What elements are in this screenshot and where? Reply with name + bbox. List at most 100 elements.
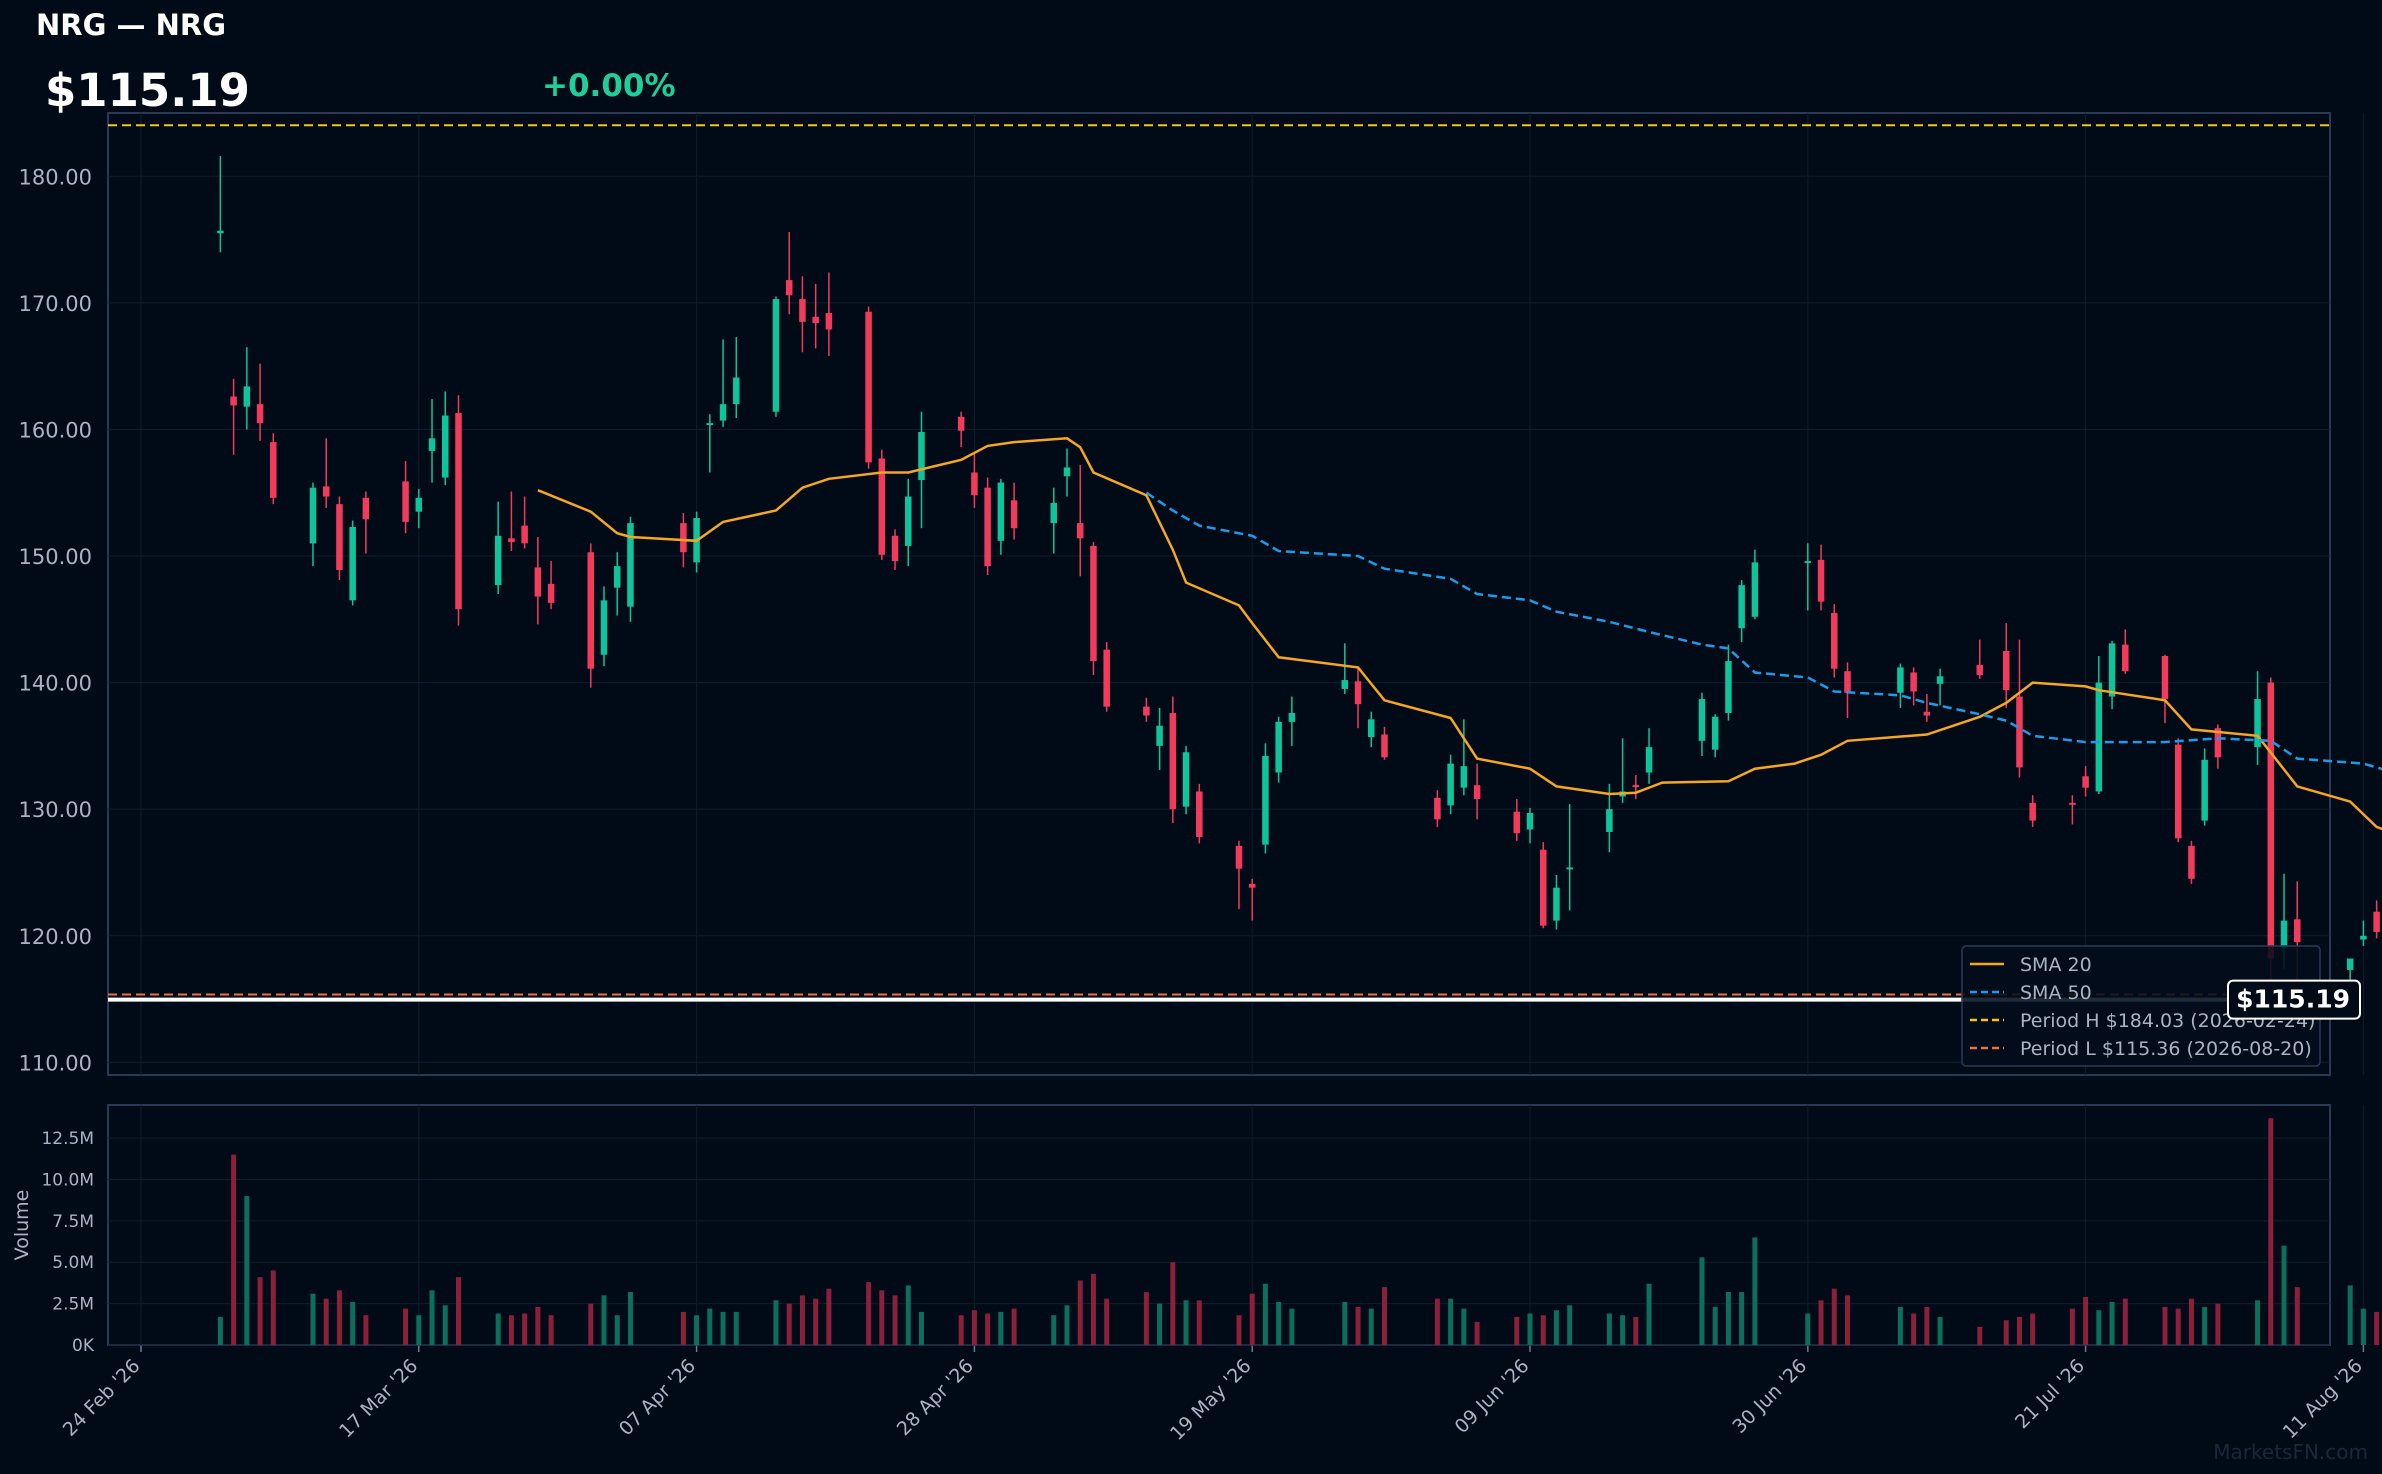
volume-bar xyxy=(1289,1308,1295,1345)
candle-body xyxy=(1090,545,1097,662)
volume-bar xyxy=(455,1277,461,1345)
volume-bar xyxy=(416,1315,422,1345)
volume-bar xyxy=(892,1295,898,1345)
candle-body xyxy=(1936,676,1944,684)
candle-body xyxy=(1513,811,1521,834)
legend-label: Period L $115.36 (2026-08-20) xyxy=(2020,1038,2312,1060)
volume-bar xyxy=(1937,1316,1943,1345)
candle-body xyxy=(1368,719,1375,738)
x-tick-label: 30 Jun '26 xyxy=(1728,1355,1811,1438)
volume-bar xyxy=(1064,1305,1070,1345)
candle-body xyxy=(719,404,727,421)
volume-bar xyxy=(1553,1310,1559,1345)
candle-body xyxy=(878,458,886,555)
volume-panel-frame xyxy=(107,1104,2331,1346)
volume-bar xyxy=(1249,1293,1255,1345)
candle-body xyxy=(1526,812,1534,830)
price-panel-frame xyxy=(107,112,2331,1076)
candle-body xyxy=(1050,502,1058,524)
candle-body xyxy=(1288,712,1296,722)
volume-bar xyxy=(998,1311,1004,1345)
candle-body xyxy=(1632,785,1640,788)
candle-body xyxy=(349,526,356,601)
volume-bar xyxy=(813,1298,819,1345)
candle-body xyxy=(2346,958,2354,970)
candle-body xyxy=(1817,559,1825,602)
candle-body xyxy=(217,230,224,234)
volume-bar xyxy=(879,1290,885,1345)
price-tick-label: 110.00 xyxy=(19,1051,92,1075)
volume-bar xyxy=(1236,1315,1242,1345)
volume-bar xyxy=(1262,1283,1268,1345)
candle-body xyxy=(1910,672,1917,692)
volume-bar xyxy=(866,1282,872,1345)
volume-bar xyxy=(522,1313,528,1345)
candle-body xyxy=(957,416,965,431)
candle-body xyxy=(587,552,595,669)
price-tick-label: 180.00 xyxy=(19,165,92,189)
candle-body xyxy=(2108,643,2116,697)
candle-body xyxy=(2029,802,2036,821)
candle-body xyxy=(2214,728,2222,758)
volume-bar xyxy=(350,1301,356,1345)
candle-body xyxy=(455,412,462,610)
candle-body xyxy=(1804,561,1812,564)
volume-bar xyxy=(1633,1316,1639,1345)
price-tick-label: 160.00 xyxy=(19,418,92,442)
volume-bar xyxy=(1818,1300,1824,1345)
candle-body xyxy=(2174,744,2182,839)
volume-bar xyxy=(2162,1306,2168,1345)
candle-body xyxy=(706,423,714,426)
volume-bar xyxy=(1739,1292,1745,1345)
volume-bar xyxy=(1342,1301,1348,1345)
candle-body xyxy=(997,482,1005,541)
candle-body xyxy=(613,566,621,588)
candle-body xyxy=(1725,661,1732,713)
watermark: MarketsFN.com xyxy=(2213,1440,2368,1464)
volume-bar xyxy=(548,1315,554,1345)
x-tick-label: 11 Aug '26 xyxy=(2279,1355,2367,1443)
volume-bar xyxy=(257,1277,263,1345)
volume-bar xyxy=(323,1298,329,1345)
volume-axis-label: Volume xyxy=(11,1190,33,1261)
volume-bar xyxy=(2109,1301,2115,1345)
volume-bar xyxy=(958,1315,964,1345)
candle-body xyxy=(891,535,899,562)
candle-body xyxy=(1235,845,1243,869)
candle-body xyxy=(362,497,370,520)
volume-bar xyxy=(1368,1308,1374,1345)
candle-body xyxy=(494,535,502,586)
volume-tick-label: 7.5M xyxy=(52,1212,94,1232)
x-tick-label: 09 Jun '26 xyxy=(1451,1355,1534,1438)
volume-bar xyxy=(363,1315,369,1345)
volume-bar xyxy=(2347,1285,2353,1345)
candle-body xyxy=(2360,935,2367,940)
volume-bar xyxy=(1196,1300,1202,1345)
candle-body xyxy=(309,487,317,544)
candle-body xyxy=(1447,763,1454,806)
candle-body xyxy=(547,583,555,603)
candle-body xyxy=(627,523,634,607)
volume-bar xyxy=(2003,1320,2009,1345)
price-tick-label: 140.00 xyxy=(19,672,92,696)
volume-bar xyxy=(1567,1305,1573,1345)
candle-body xyxy=(1711,716,1719,750)
candle-body xyxy=(865,311,872,463)
candle-body xyxy=(2069,802,2076,805)
candle-body xyxy=(1103,649,1110,707)
volume-bar xyxy=(614,1315,620,1345)
volume-bar xyxy=(786,1303,792,1345)
volume-bar xyxy=(1527,1313,1533,1345)
candle-body xyxy=(1248,883,1256,888)
volume-bar xyxy=(1090,1273,1096,1345)
price-tick-label: 170.00 xyxy=(19,292,92,316)
volume-bar xyxy=(773,1300,779,1345)
candle-body xyxy=(772,299,780,412)
price-tick-label: 150.00 xyxy=(19,545,92,569)
candle-body xyxy=(1738,585,1745,629)
volume-bar xyxy=(799,1295,805,1345)
price-tick-label: 130.00 xyxy=(19,798,92,822)
volume-bar xyxy=(429,1290,435,1345)
candle-body xyxy=(2188,845,2195,879)
volume-bar xyxy=(1805,1313,1811,1345)
